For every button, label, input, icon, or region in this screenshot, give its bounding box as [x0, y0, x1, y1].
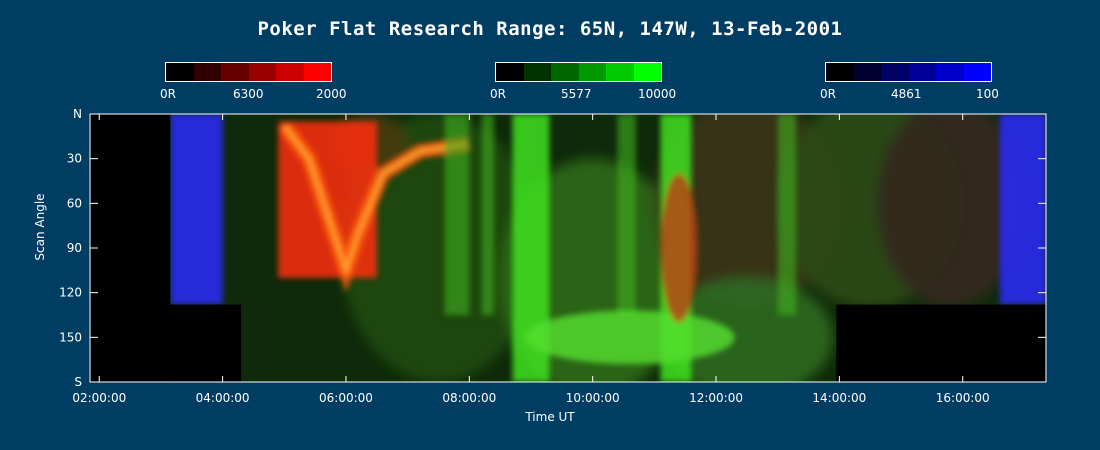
y-tick-label: 30 — [67, 152, 82, 166]
x-tick-label: 12:00:00 — [689, 391, 743, 405]
colorbar-swatch — [963, 63, 991, 81]
red-aurora-arc-core — [283, 124, 470, 276]
green-streak — [481, 114, 494, 315]
keogram-plot: 02:00:00 04:00:00 06:00:00 08:00:00 10:00:00… — [59, 107, 1047, 405]
colorbar-swatch — [606, 63, 634, 81]
no-data-region — [170, 304, 242, 382]
colorbar-swatch — [221, 63, 249, 81]
x-tick-label: 06:00:00 — [319, 391, 373, 405]
y-tick-label: N — [73, 107, 82, 121]
x-tick-label: 10:00:00 — [566, 391, 620, 405]
colorbar-swatch — [936, 63, 964, 81]
x-tick-label: 04:00:00 — [196, 391, 250, 405]
colorbar-swatch — [826, 63, 854, 81]
colorbar-swatch — [496, 63, 524, 81]
colorbar-4861-max-label: 100 — [976, 87, 999, 101]
y-axis-label: Scan Angle — [33, 193, 47, 261]
x-tick-label: 16:00:00 — [936, 391, 990, 405]
y-tick-label: 120 — [59, 286, 82, 300]
x-tick-label: 14:00:00 — [812, 391, 866, 405]
colorbar-swatch — [276, 63, 304, 81]
colorbar-5577 — [495, 62, 662, 82]
colorbar-4861 — [825, 62, 992, 82]
colorbar-4861-min-label: 0R — [820, 87, 836, 101]
colorbar-5577-max-label: 10000 — [638, 87, 677, 101]
no-data-region — [90, 114, 171, 382]
colorbar-swatch — [881, 63, 909, 81]
colorbar-6300-max-label: 2000 — [316, 87, 347, 101]
y-tick-label: S — [74, 375, 82, 389]
no-data-region — [836, 304, 1046, 382]
chart-title: Poker Flat Research Range: 65N, 147W, 13… — [257, 18, 843, 40]
emission-blob — [876, 114, 1025, 308]
colorbar-6300 — [165, 62, 332, 82]
y-tick-label: 90 — [67, 241, 82, 255]
green-streak — [444, 114, 470, 315]
red-streak — [660, 173, 698, 323]
x-axis-label: Time UT — [525, 410, 575, 424]
y-tick-label: 60 — [67, 196, 82, 210]
green-streak — [777, 114, 797, 315]
green-diffuse-band — [524, 310, 735, 365]
colorbar-swatch — [166, 63, 194, 81]
x-tick-label: 08:00:00 — [442, 391, 496, 405]
colorbar-swatch — [551, 63, 579, 81]
colorbar-swatch — [908, 63, 936, 81]
keogram-heatmap — [90, 114, 1046, 382]
colorbar-swatch — [193, 63, 221, 81]
x-tick-label: 02:00:00 — [72, 391, 126, 405]
colorbar-6300-min-label: 0R — [160, 87, 176, 101]
emission-features — [170, 114, 1046, 382]
colorbar-swatch — [303, 63, 331, 81]
green-streak — [617, 114, 636, 315]
colorbar-4861-name: 4861 — [891, 87, 922, 101]
emission-feature-4861 — [170, 114, 223, 305]
colorbar-swatch — [853, 63, 881, 81]
colorbar-5577-min-label: 0R — [490, 87, 506, 101]
y-tick-label: 150 — [59, 330, 82, 344]
colorbar-6300-name: 6300 — [233, 87, 264, 101]
colorbar-swatch — [248, 63, 276, 81]
emission-feature-4861 — [999, 114, 1046, 305]
colorbar-swatch — [578, 63, 606, 81]
colorbar-5577-name: 5577 — [561, 87, 592, 101]
colorbar-swatch — [633, 63, 661, 81]
colorbar-swatch — [523, 63, 551, 81]
